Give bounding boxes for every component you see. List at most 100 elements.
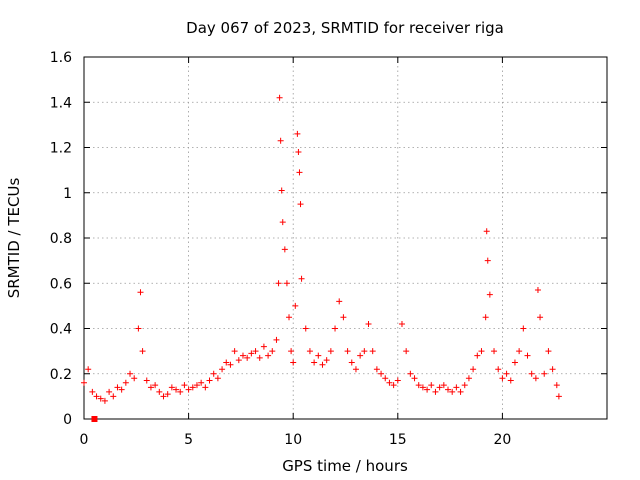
y-tick-label: 0.8 [50,231,72,247]
data-point [484,257,491,264]
x-tick-label: 0 [80,432,89,448]
data-point [361,348,368,355]
data-point [223,359,230,366]
data-point [524,352,531,359]
data-point [279,219,286,226]
data-point [445,386,452,393]
data-point [549,366,556,373]
data-point [278,187,285,194]
data-point [311,359,318,366]
data-point [365,320,372,327]
data-point [101,397,108,404]
data-point [357,352,364,359]
data-point [256,354,263,361]
data-point [131,375,138,382]
data-point [503,370,510,377]
data-point [528,370,535,377]
data-point [296,169,303,176]
data-point [273,336,280,343]
data-point [465,375,472,382]
data-point [214,375,221,382]
data-point [323,357,330,364]
data-point [286,314,293,321]
data-point [483,228,490,235]
data-point [495,366,502,373]
data-point [269,348,276,355]
x-tick-label: 10 [284,432,302,448]
data-point [344,348,351,355]
data-point [290,359,297,366]
data-point [260,343,267,350]
grid-lines [84,57,607,419]
data-point [352,366,359,373]
data-point [110,393,117,400]
square-marker [91,416,98,422]
data-point [407,370,414,377]
data-point [177,388,184,395]
data-point [202,384,209,391]
data-point [541,370,548,377]
data-point [319,361,326,368]
data-point [470,366,477,373]
data-point [315,352,322,359]
x-axis-label: GPS time / hours [282,457,408,475]
data-point [81,379,87,386]
data-point [340,314,347,321]
data-point [486,291,493,298]
data-point [348,359,355,366]
data-point [85,366,92,373]
data-point [369,348,376,355]
data-point [394,377,401,384]
data-point [93,393,100,400]
data-point [378,370,385,377]
data-point [283,280,290,287]
data-point [390,382,397,389]
data-point [288,348,295,355]
x-tick-label: 5 [184,432,193,448]
data-point [168,384,175,391]
data-point [239,352,246,359]
data-point [555,393,562,400]
data-point [292,302,299,309]
data-point [403,348,410,355]
data-point [491,348,498,355]
data-point [276,94,283,101]
data-point [127,370,134,377]
data-point [275,280,282,287]
data-point [106,388,113,395]
data-point [193,382,200,389]
data-point [295,149,302,156]
data-point [449,388,456,395]
y-tick-label: 1 [63,186,72,202]
data-point [135,325,142,332]
data-point [461,382,468,389]
data-point [415,382,422,389]
data-point [297,201,304,208]
data-point [227,361,234,368]
data-point [327,348,334,355]
y-tick-label: 0.6 [50,276,72,292]
y-tick-label: 0 [63,412,72,428]
x-tick-label: 15 [389,432,407,448]
data-point [210,370,217,377]
data-point [298,275,305,282]
y-axis-label: SRMTID / TECUs [5,178,23,299]
data-point [507,377,514,384]
data-point [453,384,460,391]
data-point [147,384,154,391]
y-tick-label: 1.2 [50,141,72,157]
data-point [122,379,129,386]
data-point [419,384,426,391]
data-point [478,348,485,355]
data-point [164,391,171,398]
data-point [173,386,180,393]
data-point [160,393,167,400]
data-point [511,359,518,366]
data-point [532,375,539,382]
data-point [474,352,481,359]
data-point [235,357,242,364]
data-point [114,384,121,391]
data-point [382,375,389,382]
data-point [181,382,188,389]
